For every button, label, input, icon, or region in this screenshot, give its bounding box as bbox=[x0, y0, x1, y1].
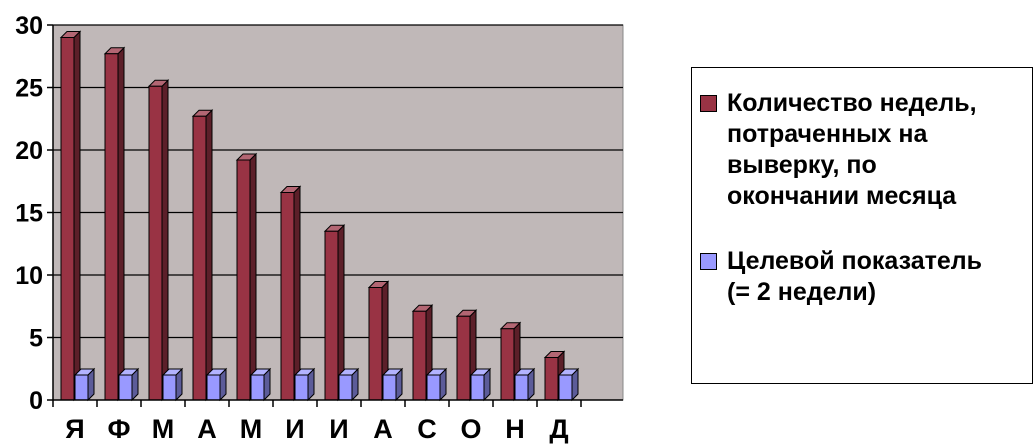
bar-weeks bbox=[59, 30, 82, 402]
x-tick-label: И bbox=[285, 414, 304, 444]
x-tick-label: А bbox=[373, 414, 393, 444]
legend-label-target: Целевой показатель (= 2 недели) bbox=[727, 247, 983, 306]
y-tick-label: 0 bbox=[29, 387, 43, 415]
bar-target bbox=[381, 367, 404, 402]
legend-swatch-weeks bbox=[700, 95, 717, 112]
x-tick-label: О bbox=[460, 414, 481, 444]
y-tick-labels: 0 5 10 15 20 25 30 bbox=[15, 12, 43, 415]
x-tick-label: Д bbox=[549, 414, 568, 444]
legend-item-target: Целевой показатель (= 2 недели) bbox=[700, 246, 1036, 308]
bar-target bbox=[249, 367, 272, 402]
grid-lines bbox=[53, 24, 623, 339]
bars-group bbox=[59, 30, 580, 402]
x-tick-label: М bbox=[152, 414, 175, 444]
bar-target bbox=[205, 367, 228, 402]
bar-weeks bbox=[235, 152, 258, 402]
x-tick-label: С bbox=[417, 414, 437, 444]
y-tick-label: 15 bbox=[15, 200, 43, 228]
bar-target bbox=[513, 367, 536, 402]
bar-target bbox=[337, 367, 360, 402]
y-tick-label: 20 bbox=[15, 137, 43, 165]
legend-label-weeks: Количество недель, потраченных на выверк… bbox=[727, 89, 977, 210]
legend: Количество недель, потраченных на выверк… bbox=[691, 67, 1033, 384]
bar-target bbox=[425, 367, 448, 402]
bar-target bbox=[557, 367, 580, 402]
x-tick-label: Н bbox=[505, 414, 525, 444]
bar-weeks bbox=[279, 185, 302, 402]
x-tick-label: А bbox=[197, 414, 217, 444]
x-tick-label: Я bbox=[65, 414, 84, 444]
bar-weeks bbox=[147, 79, 170, 402]
y-tick-label: 5 bbox=[29, 325, 43, 353]
legend-swatch-target bbox=[700, 253, 717, 270]
axes bbox=[47, 24, 623, 407]
bar-target bbox=[117, 367, 140, 402]
bar-weeks bbox=[191, 109, 214, 402]
x-tick-label: И bbox=[329, 414, 348, 444]
y-tick-label: 10 bbox=[15, 262, 43, 290]
legend-item-weeks: Количество недель, потраченных на выверк… bbox=[700, 88, 1036, 212]
x-tick-label: М bbox=[240, 414, 263, 444]
bar-target bbox=[293, 367, 316, 402]
bar-target bbox=[161, 367, 184, 402]
bar-weeks bbox=[103, 46, 126, 402]
x-tick-label: Ф bbox=[107, 414, 130, 444]
y-tick-label: 30 bbox=[15, 12, 43, 40]
bar-target bbox=[469, 367, 492, 402]
y-tick-label: 25 bbox=[15, 75, 43, 103]
bar-target bbox=[73, 367, 96, 402]
